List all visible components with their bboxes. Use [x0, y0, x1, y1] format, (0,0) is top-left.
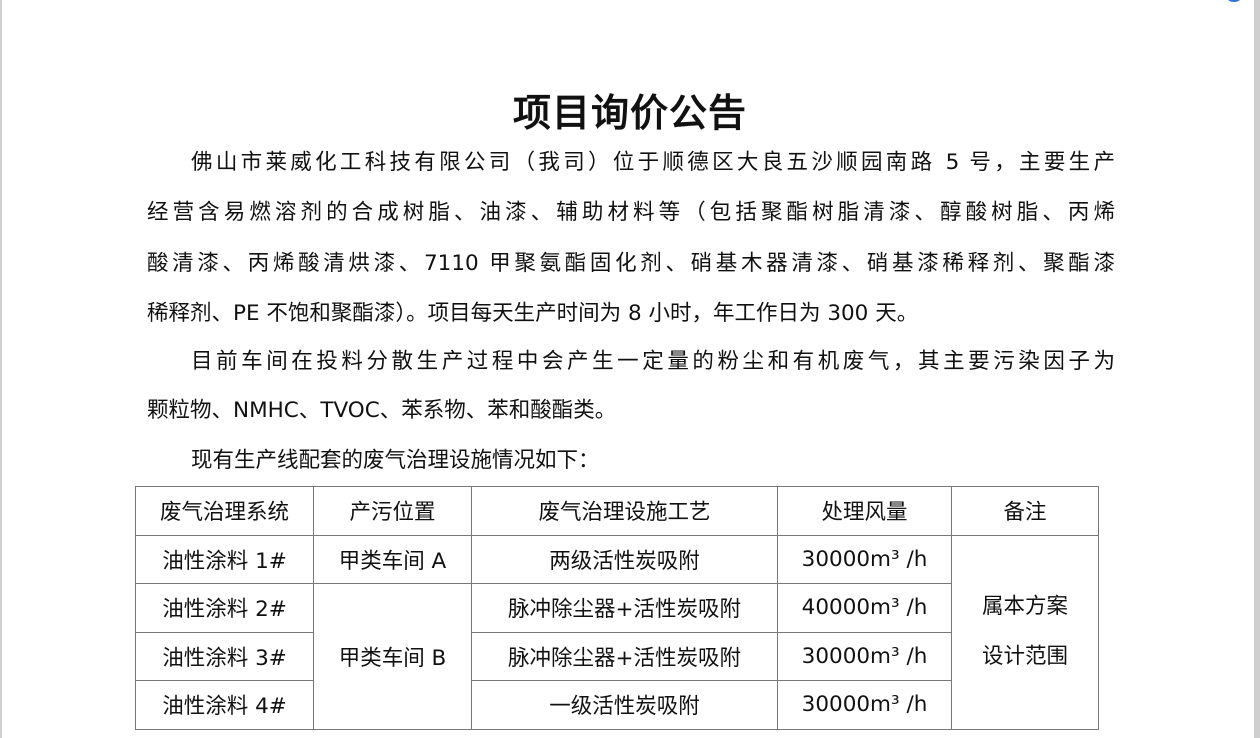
paragraph-line: 现有生产线配套的废气治理设施情况如下：	[191, 448, 600, 473]
header-cell: 产污位置	[313, 486, 472, 536]
process-cell: 一级活性炭吸附	[471, 680, 778, 730]
system-cell: 油性涂料 1#	[135, 534, 314, 584]
paragraph-line: 佛山市莱威化工科技有限公司（我司）位于顺德区大良五沙顺园南路 5 号，主要生产	[191, 150, 1115, 175]
table-row: 油性涂料 4# 一级活性炭吸附 30000m³ /h	[135, 680, 1099, 730]
remark-line: 属本方案	[981, 594, 1068, 619]
flow-cell: 30000m³ /h	[777, 534, 952, 584]
remark-line: 设计范围	[981, 644, 1068, 669]
system-cell: 油性涂料 3#	[135, 631, 314, 681]
flow-cell: 40000m³ /h	[777, 583, 952, 633]
location-cell: 甲类车间 B	[313, 583, 472, 730]
process-cell: 脉冲除尘器+活性炭吸附	[471, 583, 778, 633]
floating-button[interactable]	[1226, 0, 1242, 2]
header-cell: 处理风量	[777, 486, 952, 536]
header-cell: 废气治理设施工艺	[471, 486, 778, 536]
paragraph-line: 稀释剂、PE 不饱和聚酯漆）。项目每天生产时间为 8 小时，年工作日为 300 …	[147, 301, 919, 326]
system-cell: 油性涂料 4#	[135, 680, 314, 730]
table-header-row: 废气治理系统 产污位置 废气治理设施工艺 处理风量 备注	[135, 486, 1099, 536]
scrollbar[interactable]	[1254, 0, 1260, 738]
process-cell: 两级活性炭吸附	[471, 534, 778, 584]
process-cell: 脉冲除尘器+活性炭吸附	[471, 631, 778, 681]
system-cell: 油性涂料 2#	[135, 583, 314, 633]
flow-cell: 30000m³ /h	[777, 680, 952, 730]
table-row: 油性涂料 3# 脉冲除尘器+活性炭吸附 30000m³ /h	[135, 631, 1099, 681]
table-row: 油性涂料 1# 甲类车间 A 两级活性炭吸附 30000m³ /h 属本方案 设…	[135, 534, 1099, 730]
paragraph-line: 颗粒物、NMHC、TVOC、苯系物、苯和酸酯类。	[147, 398, 617, 423]
page-left-edge	[0, 0, 2, 738]
remark-cell: 属本方案 设计范围	[951, 534, 1099, 730]
facility-table: 废气治理系统 产污位置 废气治理设施工艺 处理风量 备注 油性涂料 1# 甲类车…	[135, 486, 1099, 730]
header-cell: 废气治理系统	[135, 486, 314, 536]
paragraph-line: 经营含易燃溶剂的合成树脂、油漆、辅助材料等（包括聚酯树脂清漆、醇酸树脂、丙烯	[147, 200, 1115, 225]
paragraph-line: 酸清漆、丙烯酸清烘漆、7110 甲聚氨酯固化剂、硝基木器清漆、硝基漆稀释剂、聚酯…	[147, 251, 1115, 276]
flow-cell: 30000m³ /h	[777, 631, 952, 681]
table-row: 油性涂料 2# 甲类车间 B 脉冲除尘器+活性炭吸附 40000m³ /h	[135, 583, 1099, 730]
header-cell: 备注	[951, 486, 1099, 536]
location-cell: 甲类车间 A	[313, 534, 472, 584]
page-title: 项目询价公告	[512, 91, 747, 135]
paragraph-line: 目前车间在投料分散生产过程中会产生一定量的粉尘和有机废气，其主要污染因子为	[191, 349, 1115, 374]
